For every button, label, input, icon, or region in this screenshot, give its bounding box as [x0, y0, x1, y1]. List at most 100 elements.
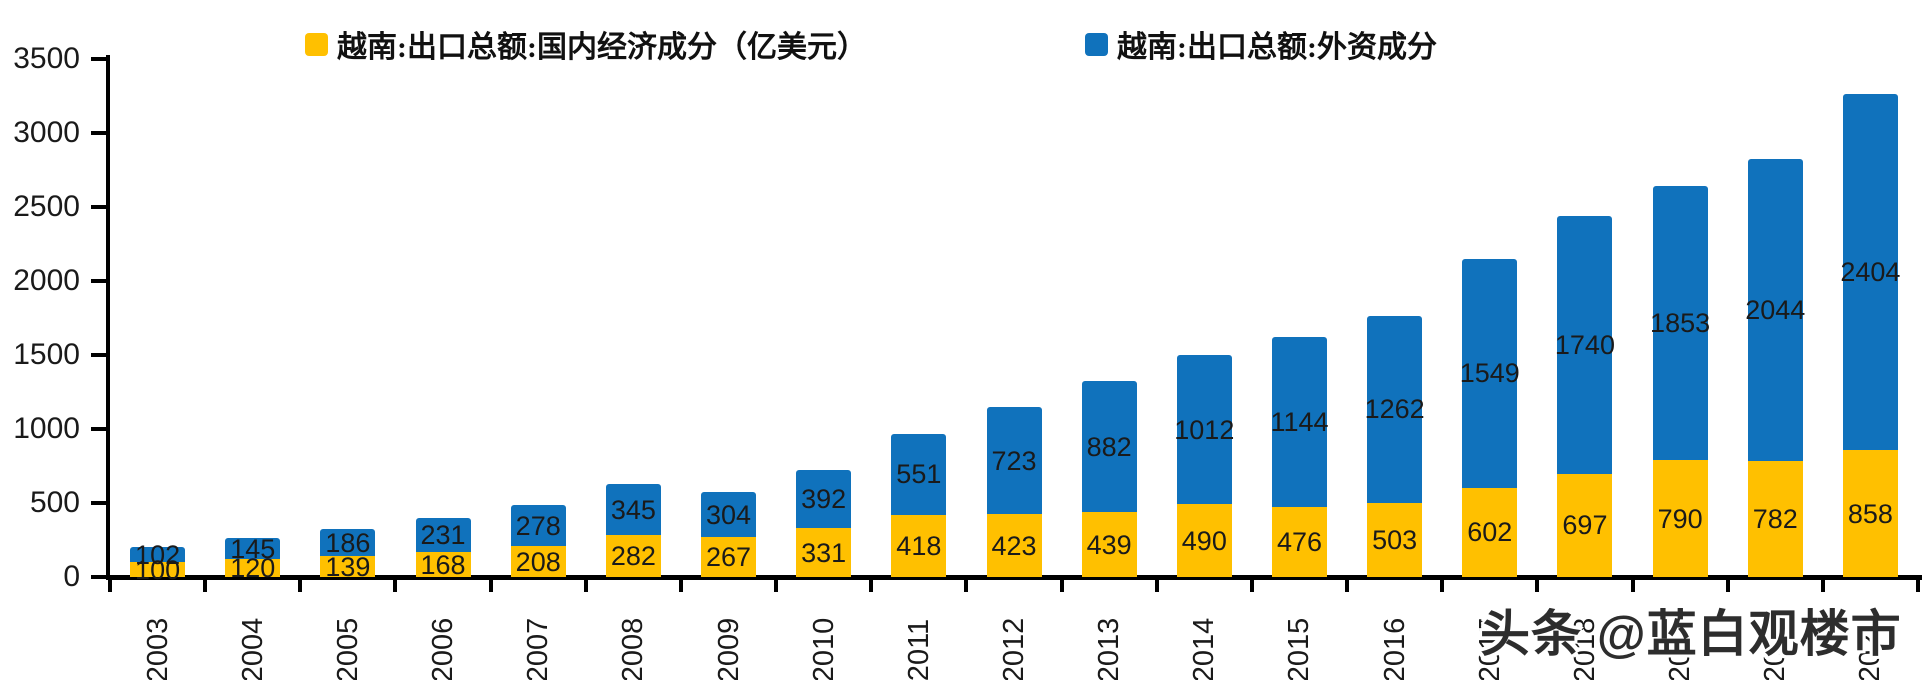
bar-value-label-domestic: 439	[1086, 529, 1132, 560]
bar-value-label-foreign: 392	[801, 484, 847, 514]
bar-value-label-foreign: 145	[230, 533, 276, 564]
x-axis-tick	[203, 579, 208, 592]
bar-segment-domestic	[1176, 504, 1232, 577]
x-axis-year-label: 2013	[1093, 617, 1126, 680]
x-axis-tick	[298, 579, 303, 592]
x-axis-line	[106, 575, 1922, 580]
x-axis-year-label: 2008	[617, 617, 650, 680]
bar-segment-foreign	[891, 433, 947, 516]
bar-value-label-domestic: 423	[991, 530, 1037, 561]
bar-segment-foreign	[130, 547, 186, 563]
y-axis-tick-label: 1500	[13, 338, 80, 371]
x-axis-year-label: 2014	[1188, 617, 1221, 680]
bar-value-label-foreign: 102	[135, 539, 181, 570]
x-axis-year-label: 2009	[712, 617, 745, 680]
x-axis-tick	[1535, 579, 1540, 592]
bar-value-label-foreign: 345	[610, 494, 656, 525]
bar-value-label-foreign: 1012	[1174, 414, 1235, 445]
y-axis-tick-label: 3500	[13, 42, 80, 75]
x-axis-year-label: 2003	[141, 617, 174, 680]
bar-value-label-foreign: 1740	[1554, 330, 1615, 361]
bar-value-label-foreign: 723	[991, 445, 1037, 476]
legend-swatch-foreign-icon	[1085, 32, 1108, 56]
bar-segment-foreign	[1557, 216, 1613, 474]
x-axis-tick	[774, 579, 779, 592]
bar-segment-domestic	[1081, 512, 1137, 577]
bar-segment-domestic	[891, 515, 947, 577]
bar-value-label-domestic: 267	[705, 542, 752, 573]
bar-segment-domestic	[986, 514, 1042, 577]
x-axis-year-label: 2010	[807, 617, 840, 680]
x-axis-tick	[964, 579, 969, 592]
legend-swatch-domestic-icon	[305, 32, 328, 56]
bar-segment-domestic	[415, 552, 471, 577]
bar-segment-foreign	[1271, 337, 1327, 507]
bar-value-label-domestic: 503	[1372, 524, 1418, 555]
y-axis-tick	[91, 131, 106, 135]
bar-segment-domestic	[225, 559, 281, 577]
x-axis-year-label: 2004	[236, 617, 269, 680]
x-axis-tick	[1154, 579, 1159, 592]
legend-item-foreign: 越南:出口总额:外资成分	[1085, 22, 1437, 66]
y-axis-tick-label: 2000	[13, 264, 80, 297]
x-axis-tick	[1249, 579, 1254, 592]
x-axis-year-label: 2015	[1283, 617, 1316, 680]
legend-item-domestic: 越南:出口总额:国内经济成分（亿美元）	[305, 22, 867, 66]
x-axis-year-label: 2007	[522, 617, 555, 680]
bar-segment-foreign	[1462, 258, 1518, 488]
bar-segment-domestic	[1747, 461, 1803, 577]
legend-label-foreign: 越南:出口总额:外资成分	[1117, 31, 1437, 64]
y-axis-tick-label: 3000	[13, 116, 80, 149]
x-axis-tick	[678, 579, 683, 592]
y-axis-tick	[91, 501, 106, 505]
bar-value-label-domestic: 139	[325, 551, 371, 582]
x-axis-tick	[393, 579, 398, 592]
bar-segment-foreign	[225, 537, 281, 560]
bar-value-label-domestic: 782	[1752, 504, 1798, 535]
bar-value-label-foreign: 2404	[1840, 257, 1901, 288]
bar-segment-foreign	[796, 469, 852, 528]
bar-segment-foreign	[1367, 315, 1423, 503]
bar-segment-domestic	[1271, 506, 1327, 577]
x-axis-tick	[1725, 579, 1730, 592]
bar-value-label-foreign: 278	[515, 510, 561, 541]
x-axis-tick	[108, 579, 112, 592]
x-axis-tick	[583, 579, 588, 592]
bar-segment-foreign	[1842, 94, 1898, 450]
y-axis-tick-label: 500	[29, 486, 80, 519]
bar-segment-domestic	[130, 562, 186, 577]
bar-segment-foreign	[415, 517, 471, 553]
bar-value-label-foreign: 231	[420, 520, 466, 551]
bar-value-label-foreign: 551	[896, 459, 942, 490]
y-axis-tick	[91, 205, 106, 209]
bar-segment-foreign	[1176, 354, 1232, 505]
x-axis-tick	[488, 579, 493, 592]
bar-segment-foreign	[1081, 381, 1137, 513]
x-axis-tick	[869, 579, 874, 592]
y-axis-tick	[91, 353, 106, 357]
bar-segment-domestic	[1462, 487, 1518, 577]
bar-value-label-domestic: 331	[801, 537, 847, 568]
y-axis-line	[106, 55, 110, 580]
y-axis-tick	[91, 57, 106, 61]
x-axis-tick	[1820, 579, 1825, 592]
bar-value-label-foreign: 1853	[1650, 307, 1711, 338]
bar-segment-domestic	[1557, 473, 1613, 577]
x-axis-year-label: 2016	[1378, 617, 1411, 680]
bar-value-label-domestic: 602	[1467, 517, 1513, 548]
bar-value-label-domestic: 476	[1276, 526, 1322, 557]
bar-segment-domestic	[1842, 450, 1898, 577]
bar-segment-foreign	[320, 528, 376, 557]
bar-value-label-domestic: 168	[420, 549, 466, 580]
bar-segment-domestic	[510, 546, 566, 577]
bar-segment-domestic	[796, 528, 852, 577]
bar-value-label-domestic: 790	[1657, 503, 1703, 534]
y-axis-tick-label: 0	[63, 560, 80, 593]
x-axis-year-label: 2006	[427, 617, 460, 680]
x-axis-tick	[1345, 579, 1350, 592]
bar-segment-foreign	[605, 484, 661, 536]
y-axis-tick-label: 1000	[13, 412, 80, 445]
bar-value-label-domestic: 282	[610, 541, 656, 572]
bar-value-label-foreign: 2044	[1745, 295, 1806, 325]
